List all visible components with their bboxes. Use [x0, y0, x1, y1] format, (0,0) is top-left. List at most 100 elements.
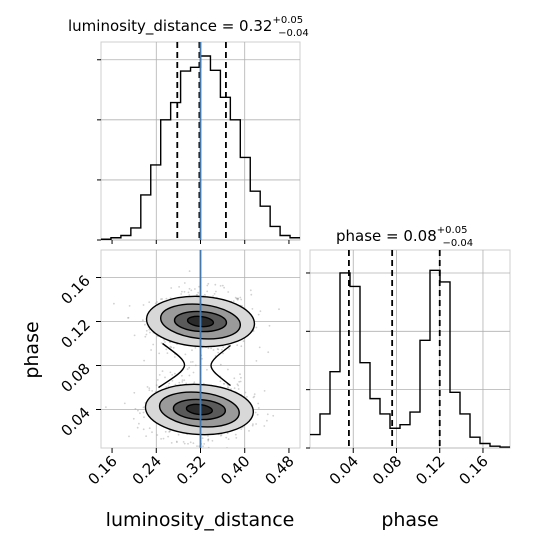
scatter-point — [237, 297, 240, 300]
scatter-point — [233, 377, 236, 380]
scatter-point — [240, 428, 243, 430]
scatter-point — [198, 285, 201, 288]
scatter-point — [169, 345, 172, 348]
scatter-point — [143, 359, 146, 362]
scatter-point — [236, 298, 239, 300]
scatter-point — [216, 348, 219, 350]
scatter-point — [145, 333, 148, 336]
title-upper-err: +0.05 — [272, 15, 303, 26]
scatter-point — [248, 430, 250, 432]
scatter-point — [156, 379, 159, 381]
scatter-point — [202, 445, 204, 448]
scatter-point — [145, 329, 148, 332]
scatter-point — [217, 351, 220, 354]
luminosity-distance-title: luminosity_distance = 0.32+0.05 −0.04 — [68, 15, 309, 39]
scatter-point — [161, 298, 164, 300]
scatter-point — [267, 351, 270, 354]
scatter-point — [246, 396, 248, 398]
scatter-point — [225, 436, 228, 439]
scatter-point — [171, 379, 174, 382]
quantile-lines — [176, 42, 227, 240]
panel-joint: 0.16 0.24 0.32 0.40 0.48 0.040.080.120.16 lu… — [21, 249, 301, 531]
scatter-point — [186, 368, 189, 371]
scatter-point — [227, 368, 229, 371]
scatter-point — [177, 433, 180, 436]
scatter-point — [142, 428, 145, 431]
scatter-point — [170, 346, 173, 349]
scatter-point — [263, 425, 266, 427]
scatter-point — [150, 349, 153, 351]
scatter-point — [188, 374, 191, 377]
scatter-point — [201, 437, 204, 440]
scatter-point — [190, 361, 192, 363]
scatter-point — [226, 447, 228, 448]
x-tick-label: 0.40 — [217, 452, 253, 488]
scatter-point — [164, 376, 166, 379]
scatter-point — [168, 431, 171, 433]
scatter-point — [219, 363, 222, 366]
scatter-point — [258, 346, 261, 349]
scatter-point — [168, 430, 171, 433]
scatter-point — [142, 319, 144, 322]
scatter-point — [123, 402, 126, 405]
scatter-point — [194, 346, 197, 349]
scatter-point — [222, 382, 225, 385]
scatter-point — [182, 441, 185, 443]
scatter-point — [173, 356, 176, 358]
x-axis-label: phase — [381, 509, 438, 531]
scatter-point — [194, 288, 196, 290]
scatter-point — [152, 343, 155, 346]
hist-line — [310, 269, 510, 448]
scatter-point — [253, 393, 256, 395]
scatter-point — [233, 387, 236, 390]
scatter-point — [175, 440, 178, 443]
scatter-point — [226, 386, 229, 388]
scatter-point — [207, 438, 210, 441]
scatter-point — [171, 374, 174, 376]
scatter-point — [207, 282, 210, 285]
scatter-point — [105, 406, 107, 408]
scatter-point — [207, 446, 210, 448]
y-tick-label: 0.08 — [57, 360, 93, 396]
scatter-point — [215, 290, 217, 293]
scatter-point — [195, 294, 198, 296]
scatter-point — [144, 323, 146, 326]
scatter-point — [145, 435, 148, 437]
scatter-point — [236, 344, 239, 347]
scatter-point — [164, 430, 167, 433]
scatter-point — [170, 287, 173, 289]
scatter-point — [223, 286, 226, 289]
scatter-point — [137, 409, 139, 412]
scatter-point — [223, 382, 226, 385]
scatter-point — [222, 346, 225, 348]
scatter-point — [256, 413, 259, 416]
x-ticks: 0.04 0.08 0.12 0.16 — [326, 448, 492, 488]
scatter-point — [268, 324, 271, 327]
scatter-point — [183, 282, 186, 284]
scatter-point — [263, 390, 266, 392]
scatter-point — [156, 301, 158, 303]
scatter-point — [142, 411, 145, 414]
scatter-point — [210, 347, 213, 350]
scatter-point — [185, 449, 187, 451]
x-tick-label: 0.16 — [455, 452, 491, 488]
scatter-point — [113, 302, 115, 305]
scatter-point — [127, 317, 129, 319]
scatter-point — [235, 297, 238, 300]
contour-outer-left — [158, 342, 186, 389]
scatter-point — [255, 326, 258, 329]
scatter-point — [250, 293, 253, 296]
scatter-point — [203, 293, 206, 296]
scatter-point — [187, 291, 190, 294]
x-ticks: 0.16 0.24 0.32 0.40 0.48 — [85, 448, 298, 488]
panel-luminosity-distance-hist: luminosity_distance = 0.32+0.05 −0.04 — [68, 15, 309, 244]
scatter-point — [138, 422, 140, 425]
scatter-point — [158, 352, 161, 355]
title-main: phase = 0.08 — [336, 227, 437, 245]
scatter-point — [133, 391, 136, 394]
scatter-point — [172, 346, 175, 349]
scatter-point — [227, 438, 230, 440]
scatter-point — [136, 426, 139, 429]
scatter-point — [132, 417, 135, 420]
scatter-point — [165, 297, 168, 300]
